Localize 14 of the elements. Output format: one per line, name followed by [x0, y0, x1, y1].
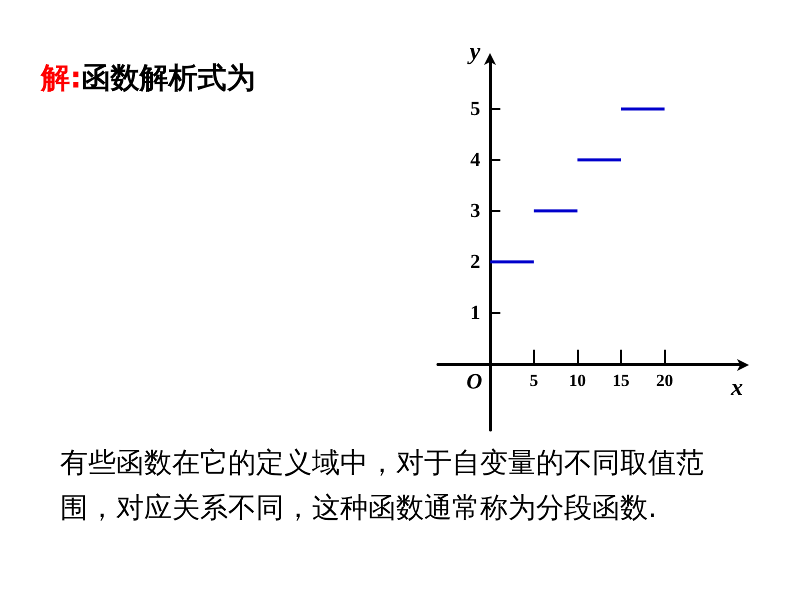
x-tick-label: 15 [612, 370, 630, 390]
x-axis-title: x [730, 374, 743, 401]
y-tick-label: 3 [470, 200, 480, 222]
y-tick-label: 2 [470, 250, 480, 273]
text: 解:函数解析式为 [40, 60, 256, 94]
x-tick-label: 10 [568, 370, 586, 390]
y-axis-title: y [466, 39, 481, 65]
y-tick-label: 1 [470, 302, 480, 324]
x-tick-label: 5 [530, 370, 538, 390]
annotation: O [466, 368, 482, 394]
text: 有些函数在它的定义域中，对于自变量的不同取值范围，对应关系不同，这种函数通常称为分段函数. [60, 446, 704, 524]
y-tick-label: 4 [470, 148, 480, 171]
y-tick-label: 5 [470, 98, 480, 120]
x-tick-label: 20 [656, 370, 674, 390]
